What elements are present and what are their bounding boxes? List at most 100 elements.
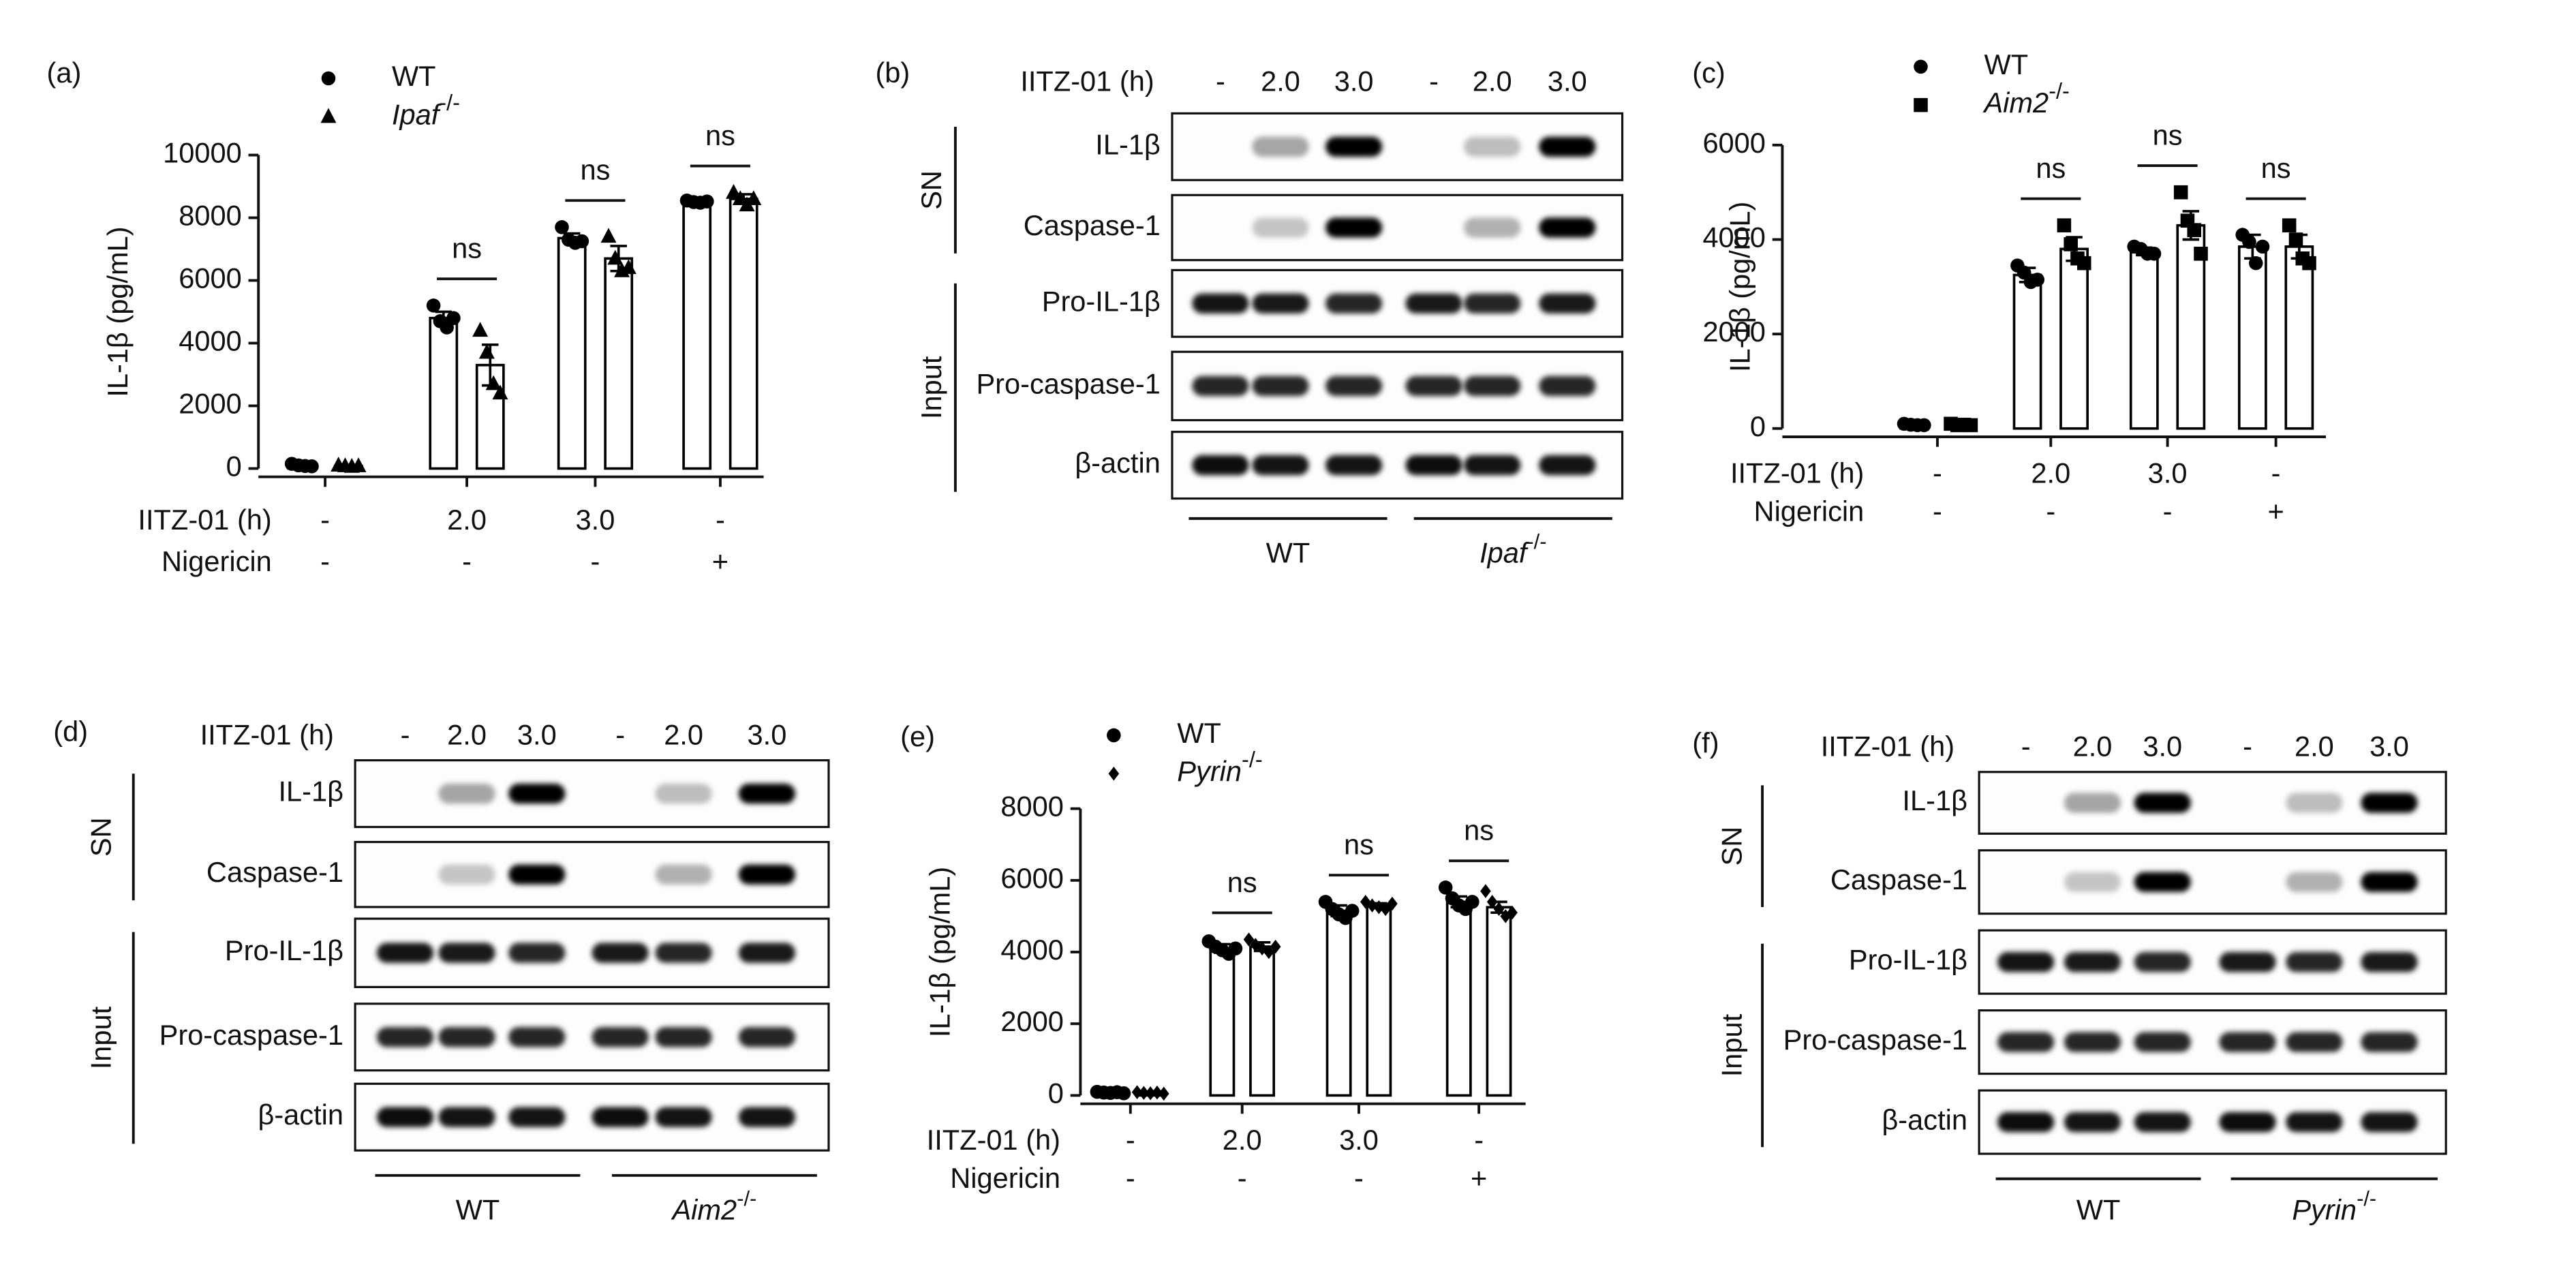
bar [1209,947,1236,1097]
significance-label: ns [2261,152,2291,184]
band [2219,1032,2276,1052]
point [1507,905,1518,920]
lane-label: - [2021,731,2031,763]
y-tick-label: 2000 [1000,1005,1064,1037]
name: Ipaf [1479,537,1530,569]
point [2288,232,2303,247]
bar [2129,249,2159,430]
row-label: Pro-IL-1β [1849,944,1967,976]
point [426,298,441,313]
band [1539,293,1596,313]
point [732,190,748,205]
point [2302,256,2316,271]
point [1438,880,1453,895]
genotype-label: WT [392,60,436,92]
superscript: -/- [439,90,460,114]
name: Ipaf [392,98,442,130]
band [738,783,796,804]
band [2134,1111,2191,1133]
band [655,942,712,963]
row-label: Pro-IL-1β [1042,285,1161,317]
band [2064,872,2121,892]
condition-value: - [716,504,725,536]
band [655,1027,712,1047]
y-tick-label: 0 [1048,1077,1064,1109]
band [376,942,434,963]
band [1325,293,1383,313]
band [438,864,495,885]
point [1380,902,1391,917]
point [305,459,319,474]
lane-label: 3.0 [2143,731,2182,763]
condition-value: + [2267,495,2284,527]
condition-value: 3.0 [1339,1124,1379,1156]
name: Pyrin [1177,755,1242,787]
bar [1325,909,1352,1097]
y-axis-label: IL-1β (pg/mL) [923,867,955,1037]
band [1405,375,1462,397]
point [2194,247,2208,261]
lane-label: - [1216,65,1225,97]
band [2361,872,2418,892]
group-label: SN [85,817,117,857]
condition-value: - [2046,495,2055,527]
bar [2012,273,2042,430]
band [1539,136,1596,157]
y-tick-label: 8000 [1000,791,1064,823]
name: WT [2076,1194,2121,1226]
point [1465,895,1479,909]
point [321,71,336,86]
panel-label: (e) [900,720,935,752]
name: Pyrin [2292,1194,2357,1226]
point [320,108,337,123]
condition-value: - [1474,1124,1484,1156]
bar [2237,245,2267,430]
band [2219,952,2276,972]
band [1252,455,1309,476]
group-label: SN [1715,827,1747,866]
point [1963,418,1978,433]
genotype-label: WT [1266,537,1310,569]
y-tick-label: 0 [1750,410,1766,442]
genotype-label: Ipaf-/- [1479,530,1546,568]
blot-box [1978,1009,2447,1075]
band [438,1107,495,1127]
point [1116,1086,1131,1101]
panel-label: (c) [1692,57,1725,89]
significance-label: ns [1227,866,1257,898]
bar [2284,245,2314,430]
point [600,228,617,243]
condition-label: Nigericin [950,1162,1060,1194]
point [1131,1085,1143,1099]
significance-label: ns [580,154,610,186]
condition-value: - [2271,457,2281,489]
condition-value: 3.0 [2148,457,2188,489]
bar [2059,247,2089,430]
point [2076,256,2091,271]
point [446,311,461,325]
point [746,190,762,205]
significance-label: ns [2153,119,2183,151]
row-label: β-actin [258,1099,343,1131]
point [1108,766,1120,781]
name: Aim2 [670,1194,737,1226]
group-label: Input [85,1006,117,1069]
band [1192,293,1249,313]
treatment-label: IITZ-01 (h) [1020,65,1154,97]
band [2361,1032,2418,1052]
condition-label: Nigericin [162,545,272,577]
band [2286,1032,2343,1052]
condition-label: Nigericin [1754,495,1865,527]
band [2064,952,2121,972]
condition-value: - [1238,1162,1247,1194]
point [2242,234,2256,249]
band [1464,375,1521,397]
row-label: Caspase-1 [206,856,343,888]
bar [604,257,634,470]
point [1387,896,1398,911]
significance-label: ns [2036,152,2066,184]
point [1480,884,1491,898]
lane-label: 3.0 [517,718,557,750]
bar [682,200,712,470]
